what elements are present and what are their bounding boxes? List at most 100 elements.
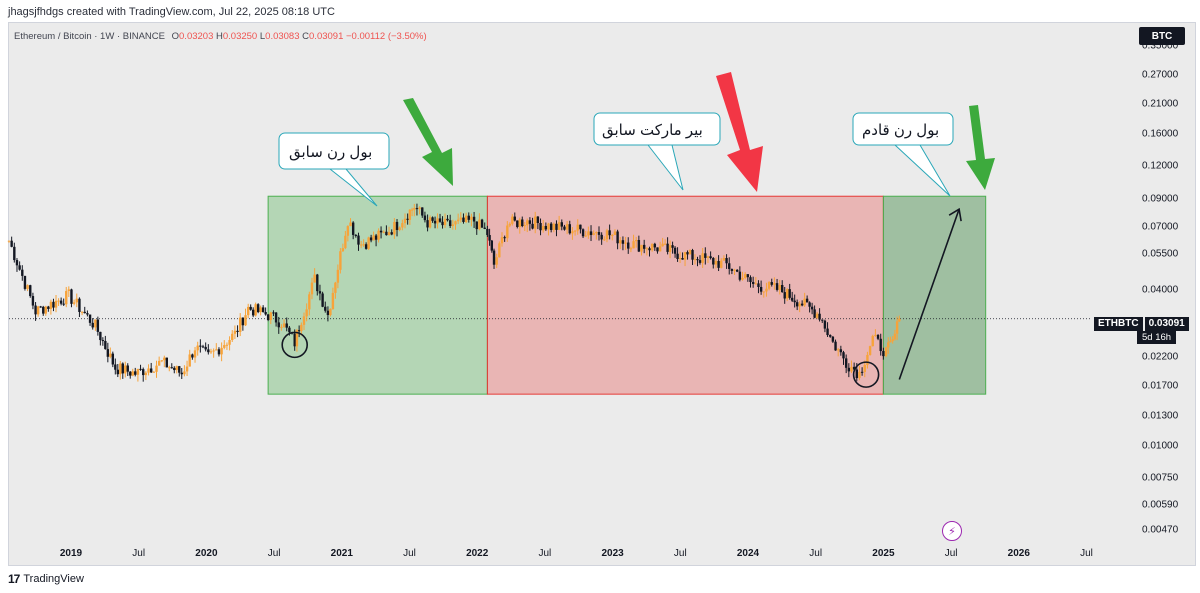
candle-body	[369, 237, 373, 241]
x-tick-label: Jul	[403, 548, 416, 559]
candle-body	[483, 227, 486, 229]
candle-body	[264, 311, 267, 315]
candle-body	[549, 223, 553, 230]
candle-body	[681, 257, 684, 260]
candle-body	[863, 365, 866, 372]
candle-body	[592, 233, 595, 235]
candle-body	[49, 301, 53, 309]
candle-body	[39, 306, 42, 308]
candle-body	[318, 291, 322, 294]
candle-body	[448, 220, 452, 227]
candle-body	[249, 306, 252, 310]
candle-body	[438, 218, 442, 222]
candle-body	[778, 285, 781, 290]
candle-body	[879, 338, 882, 352]
candle-body	[495, 257, 498, 265]
symbol-legend[interactable]: Ethereum / Bitcoin · 1W · BINANCE O0.032…	[14, 31, 427, 42]
y-tick-label: 0.09000	[1142, 193, 1179, 205]
candle-body	[738, 271, 742, 280]
candle-body	[44, 306, 47, 314]
candle-body	[379, 230, 383, 233]
candle-body	[196, 345, 199, 351]
candle-body	[220, 347, 223, 355]
candle-body	[385, 231, 388, 236]
symbol-name: Ethereum / Bitcoin · 1W · BINANCE	[14, 31, 165, 42]
candle-body	[88, 314, 92, 323]
candle-body	[844, 358, 848, 368]
candle-body	[717, 260, 720, 268]
candle-body	[619, 240, 622, 244]
candle-body	[635, 239, 638, 242]
green-arrow-icon-2	[966, 105, 995, 190]
high-value: 0.03250	[222, 31, 258, 42]
candle-body	[676, 253, 679, 260]
candle-body	[773, 283, 776, 285]
candle-body	[96, 319, 100, 332]
price-axis[interactable]: 0.35000 0.27000 0.21000 0.16000 0.12000 0.090…	[1092, 23, 1193, 543]
candle-body	[829, 335, 832, 337]
chart-pane[interactable]	[8, 22, 1196, 566]
x-tick-label: Jul	[132, 548, 146, 559]
open-label: O	[171, 31, 180, 42]
candle-body	[121, 363, 124, 374]
candle-body	[518, 219, 521, 227]
candle-body	[725, 258, 728, 264]
candle-body	[272, 312, 275, 314]
candle-body	[415, 208, 419, 210]
candle-body	[831, 336, 835, 342]
candle-body	[648, 248, 651, 251]
y-tick-label: 0.00750	[1142, 472, 1179, 484]
candle-body	[616, 231, 619, 244]
candle-body	[579, 224, 582, 230]
low-value: 0.03083	[265, 31, 300, 42]
candle-body	[65, 291, 68, 305]
candle-body	[531, 223, 534, 229]
candle-body	[293, 333, 296, 347]
candle-body	[423, 215, 427, 221]
candle-body	[788, 289, 791, 298]
lightning-icon[interactable]: ⚡	[942, 521, 962, 541]
candle-body	[714, 260, 718, 265]
candle-body	[576, 224, 579, 231]
candle-body	[552, 223, 556, 230]
tradingview-footer[interactable]: 17 TradingView	[8, 572, 84, 586]
candle-body	[91, 322, 94, 328]
candle-body	[29, 285, 32, 297]
candle-body	[165, 357, 168, 368]
candle-body	[157, 360, 161, 366]
currency-badge[interactable]: BTC	[1139, 27, 1185, 45]
y-tick-label: 0.12000	[1142, 160, 1179, 172]
candle-body	[136, 368, 140, 375]
candle-body	[428, 217, 432, 228]
candle-body	[534, 216, 537, 229]
candle-body	[741, 277, 744, 280]
candle-body	[170, 367, 173, 369]
candle-body	[316, 274, 319, 292]
tradingview-logo-icon: 17	[8, 572, 20, 586]
candle-body	[155, 365, 158, 372]
candle-body	[175, 366, 178, 371]
candle-body	[511, 216, 514, 224]
candle-body	[139, 368, 142, 370]
candle-body	[627, 242, 630, 249]
candle-body	[99, 331, 102, 341]
candle-body	[693, 259, 697, 261]
candle-body	[584, 235, 587, 237]
candle-body	[116, 369, 119, 375]
close-label: C	[302, 31, 310, 42]
candle-body	[199, 345, 202, 347]
candle-body	[624, 242, 627, 244]
candle-body	[446, 218, 449, 221]
zone-upcoming-bull-run	[882, 195, 987, 395]
candle-body	[173, 367, 176, 371]
candle-body	[698, 260, 702, 263]
candle-body	[313, 274, 316, 283]
candle-body	[454, 221, 457, 225]
candle-body	[83, 311, 86, 314]
candle-body	[736, 269, 739, 272]
candle-body	[800, 303, 804, 306]
candle-body	[568, 224, 571, 234]
open-value: 0.03203	[179, 31, 214, 42]
candle-body	[650, 243, 654, 251]
